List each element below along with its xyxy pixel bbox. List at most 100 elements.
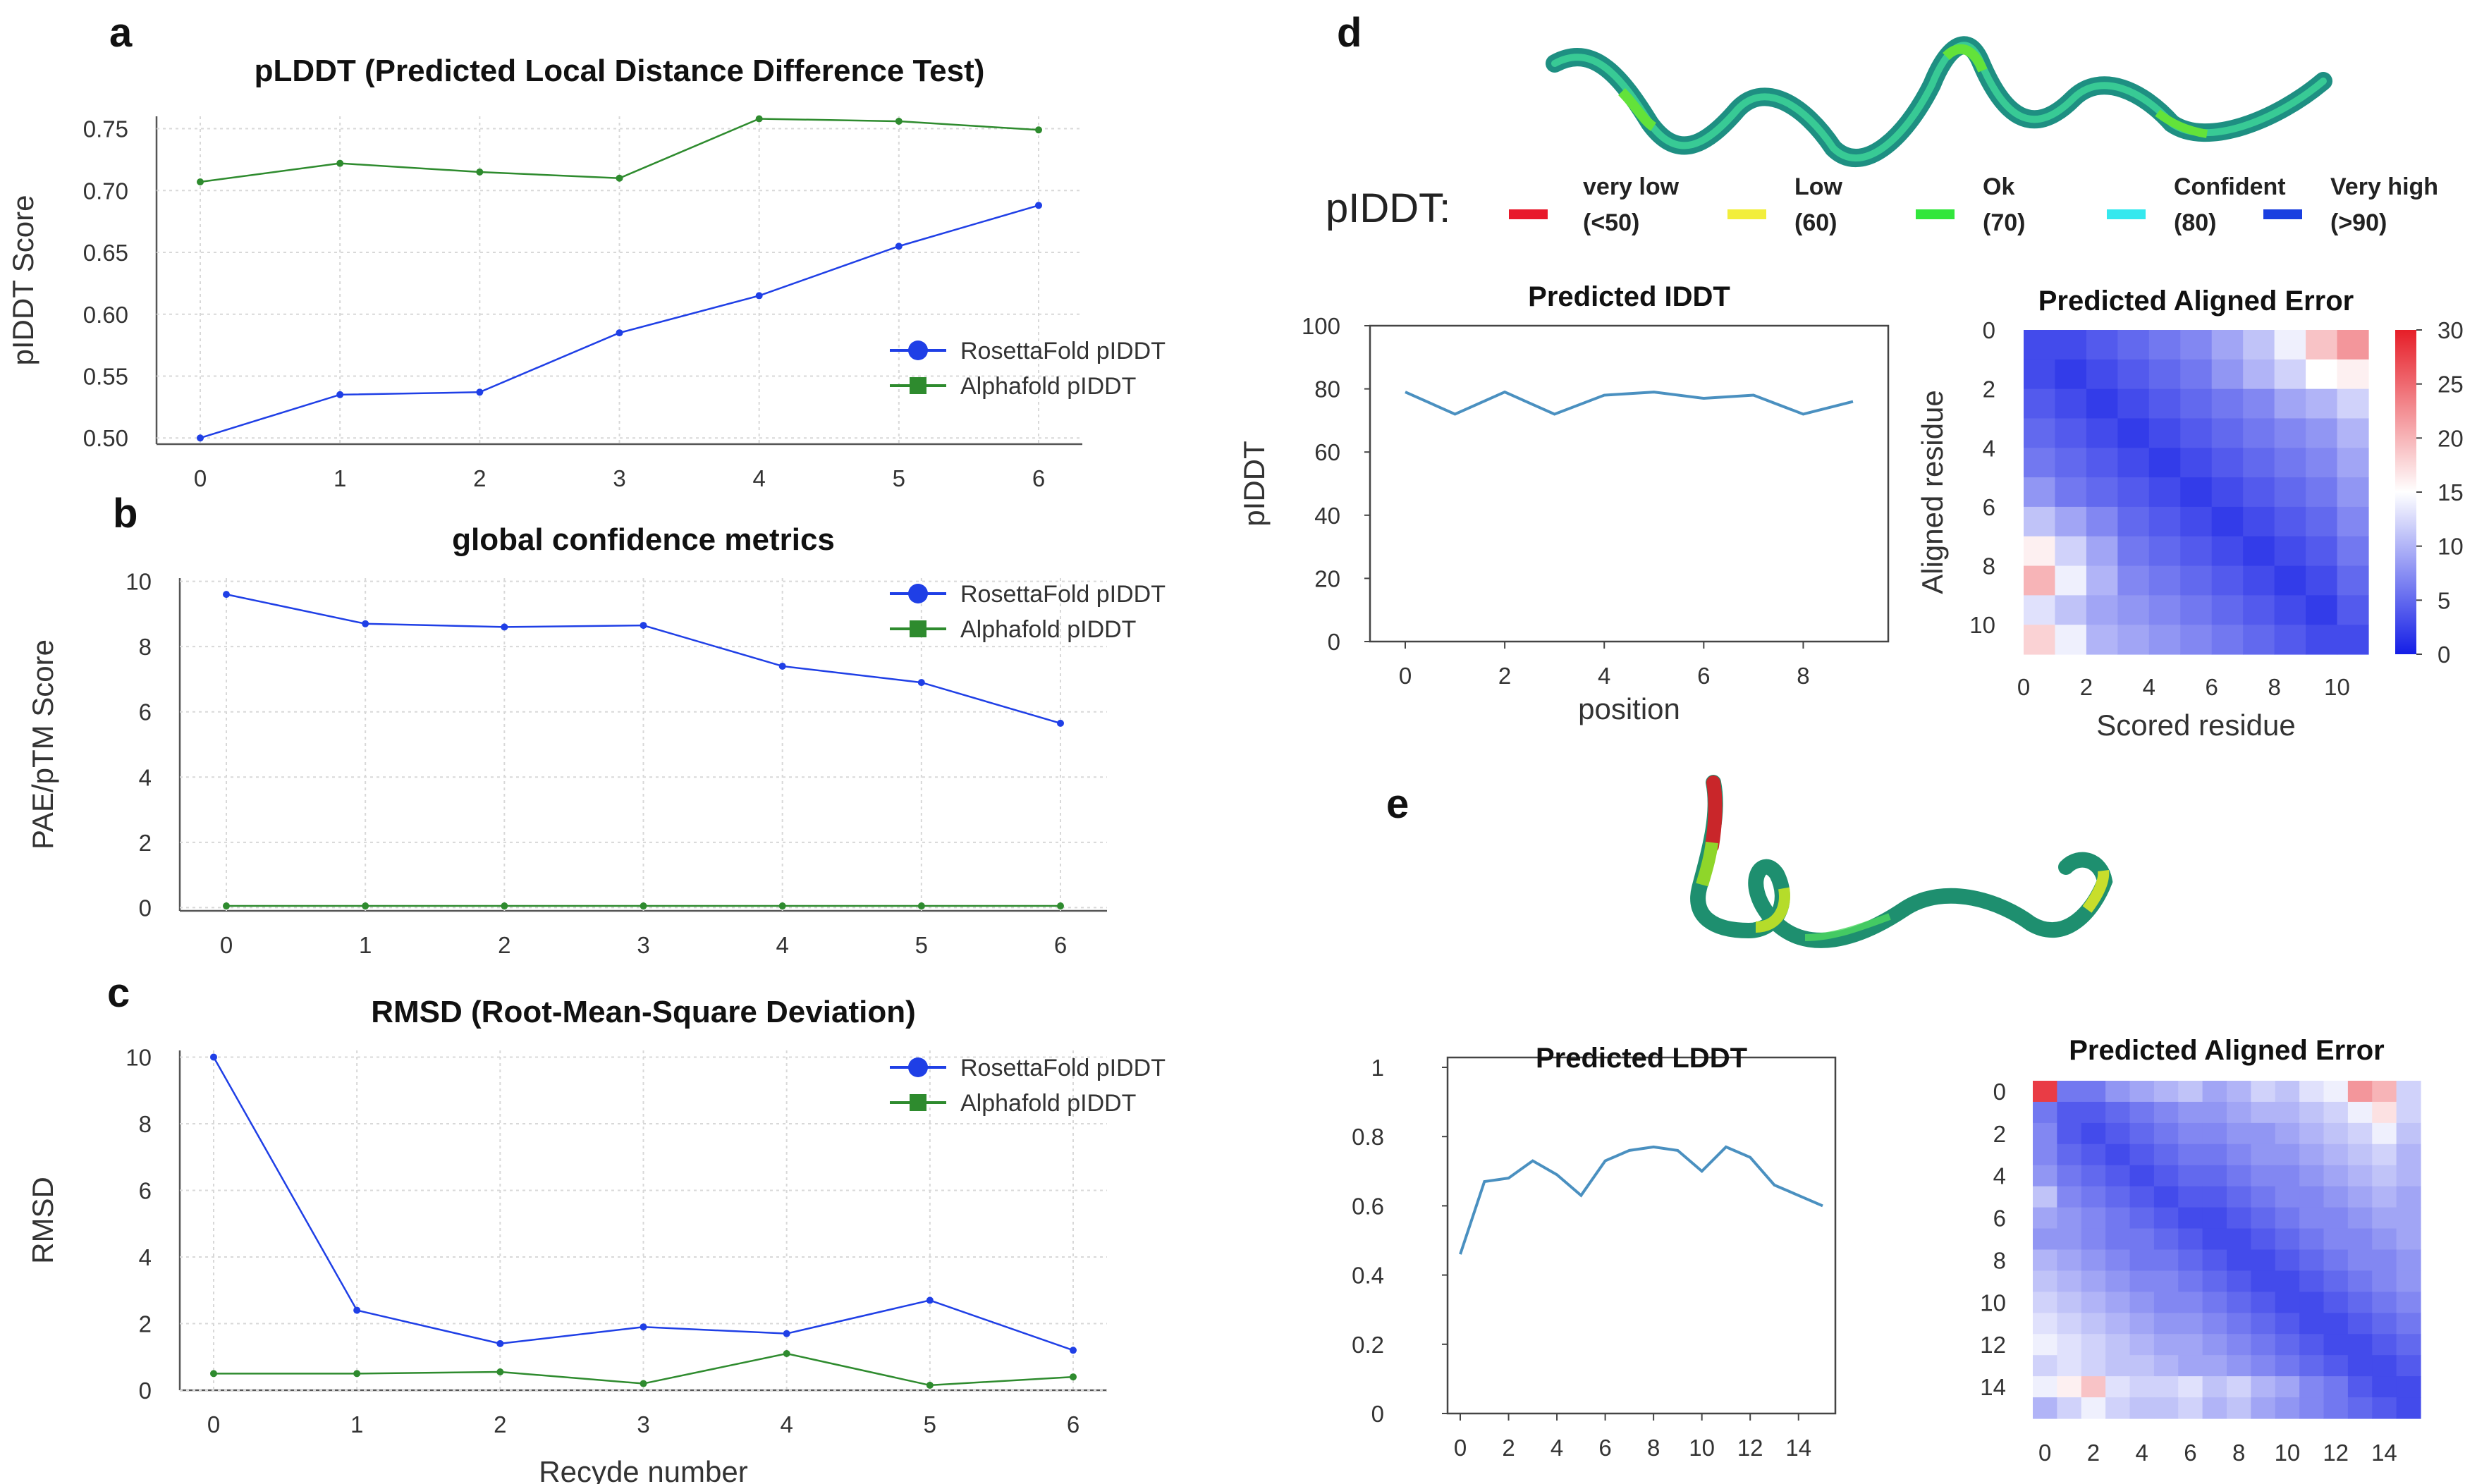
data-point	[640, 622, 647, 630]
heatmap-cell	[2178, 1143, 2203, 1166]
heatmap-cell	[2372, 1101, 2397, 1124]
data-point	[1057, 902, 1064, 910]
heatmap-cell	[2202, 1186, 2227, 1208]
y-tick-label: 2	[1983, 376, 1995, 403]
heatmap-cell	[2105, 1165, 2131, 1187]
heatmap-cell	[2396, 1207, 2421, 1229]
heatmap-cell	[2306, 477, 2338, 508]
heatmap-cell	[2275, 1122, 2300, 1145]
legend-color-swatch	[2107, 209, 2146, 219]
y-tick-label: 0.75	[83, 116, 128, 142]
heatmap-cell	[2372, 1397, 2397, 1419]
heatmap-cell	[2178, 1397, 2203, 1419]
heatmap-cell	[2211, 388, 2244, 419]
heatmap-cell	[2057, 1249, 2082, 1272]
heatmap-cell	[2202, 1122, 2227, 1145]
y-tick-label: 0	[139, 1378, 152, 1404]
heatmap-cell	[2129, 1334, 2155, 1356]
heatmap-cell	[2153, 1122, 2179, 1145]
heatmap-cell	[2299, 1186, 2325, 1208]
heatmap-cell	[2323, 1228, 2349, 1251]
protein-structure-d-image	[1546, 36, 2332, 167]
chart-rmsd: 0 1 2 3 4 5 6 0 2 4 6 8 10 RMSD (Root-Mean-Square Dev…	[26, 995, 1166, 1484]
y-tick-label: 0.6	[1352, 1193, 1384, 1219]
heatmap-cell	[2055, 418, 2087, 448]
heatmap-cell	[2081, 1186, 2106, 1208]
x-tick-label: 3	[637, 932, 649, 958]
heatmap-cell	[2117, 625, 2150, 655]
heatmap-cell	[2153, 1207, 2179, 1229]
heatmap-cell	[2299, 1165, 2325, 1187]
heatmap-cell	[2274, 536, 2306, 567]
heatmap-cell	[2372, 1228, 2397, 1251]
data-point	[783, 1350, 790, 1358]
heatmap-cell	[2227, 1313, 2251, 1335]
heatmap-cell	[2129, 1186, 2155, 1208]
heatmap-cell	[2275, 1143, 2300, 1166]
heatmap-cell	[2227, 1122, 2251, 1145]
heatmap-cell	[2306, 625, 2338, 655]
heatmap-cell	[2202, 1249, 2227, 1272]
heatmap-cell	[2347, 1165, 2373, 1187]
x-tick-label: 14	[1785, 1435, 1811, 1461]
chart-title: Predicted Aligned Error	[2038, 286, 2354, 317]
chart-global-confidence: 0 1 2 3 4 5 6 0 2 4 6 8 10 global confidence metrics P…	[26, 522, 1166, 958]
legend-item-range: (>90)	[2330, 209, 2387, 236]
heatmap-cell	[2299, 1355, 2325, 1377]
heatmap-cell	[2396, 1101, 2421, 1124]
heatmap-cell	[2148, 536, 2181, 567]
heatmap-cell	[2372, 1292, 2397, 1313]
heatmap-cell	[2306, 388, 2338, 419]
x-tick-label: 4	[780, 1411, 793, 1437]
x-tick-label: 3	[613, 465, 625, 491]
heatmap-cell	[2323, 1355, 2349, 1377]
heatmap-cell	[2178, 1101, 2203, 1124]
y-tick-label: 0.55	[83, 363, 128, 389]
legend-item-label: very low	[1583, 173, 1680, 200]
heatmap-cell	[2105, 1143, 2131, 1166]
heatmap-cell	[2251, 1334, 2276, 1356]
heatmap-cell	[2033, 1376, 2057, 1398]
chart-predicted-aligned-error-e: Predicted Aligned Error 0 2 4 6 8 10 12 14 0 2 4 6 8 1…	[1980, 1035, 2421, 1466]
data-point	[501, 623, 508, 631]
heatmap-cell	[2243, 359, 2275, 390]
x-tick-label: 6	[1067, 1411, 1080, 1437]
x-tick-label: 2	[473, 465, 486, 491]
heatmap-cell	[2243, 448, 2275, 478]
heatmap-cell	[2251, 1081, 2276, 1103]
heatmap-cell	[2129, 1376, 2155, 1398]
heatmap-cell	[2055, 448, 2087, 478]
y-tick-label: 0	[1371, 1401, 1384, 1427]
heatmap-cell	[2055, 330, 2087, 360]
heatmap-cell	[2086, 359, 2118, 390]
heatmap-cell	[2024, 506, 2056, 537]
heatmap-cell	[2129, 1122, 2155, 1145]
heatmap-cell	[2275, 1249, 2300, 1272]
y-tick-label: 8	[1983, 553, 1995, 580]
heatmap-cell	[2086, 477, 2118, 508]
heatmap-cell	[2275, 1101, 2300, 1124]
heatmap-cell	[2033, 1122, 2057, 1145]
legend-title: pIDDT:	[1326, 185, 1450, 231]
heatmap-cell	[2117, 388, 2150, 419]
heatmap-cell	[2033, 1165, 2057, 1187]
heatmap-cell	[2180, 359, 2213, 390]
heatmap-cell	[2275, 1355, 2300, 1377]
legend-color-swatch	[1509, 209, 1548, 219]
heatmap-cell	[2299, 1270, 2325, 1292]
legend-marker	[910, 377, 926, 394]
heatmap-cell	[2306, 565, 2338, 596]
heatmap-cell	[2153, 1228, 2179, 1251]
y-tick-label: 2	[1993, 1121, 2006, 1147]
heatmap-cell	[2105, 1101, 2131, 1124]
heatmap-cell	[2057, 1397, 2082, 1419]
chart-title: global confidence metrics	[452, 522, 835, 557]
y-tick-label: 4	[1993, 1163, 2006, 1189]
legend-marker	[908, 341, 928, 360]
heatmap-cell	[2337, 418, 2369, 448]
panel-letter-d: d	[1337, 10, 1362, 56]
heatmap-cell	[2275, 1313, 2300, 1335]
heatmap-cell	[2202, 1081, 2227, 1103]
heatmap-cell	[2396, 1397, 2421, 1419]
